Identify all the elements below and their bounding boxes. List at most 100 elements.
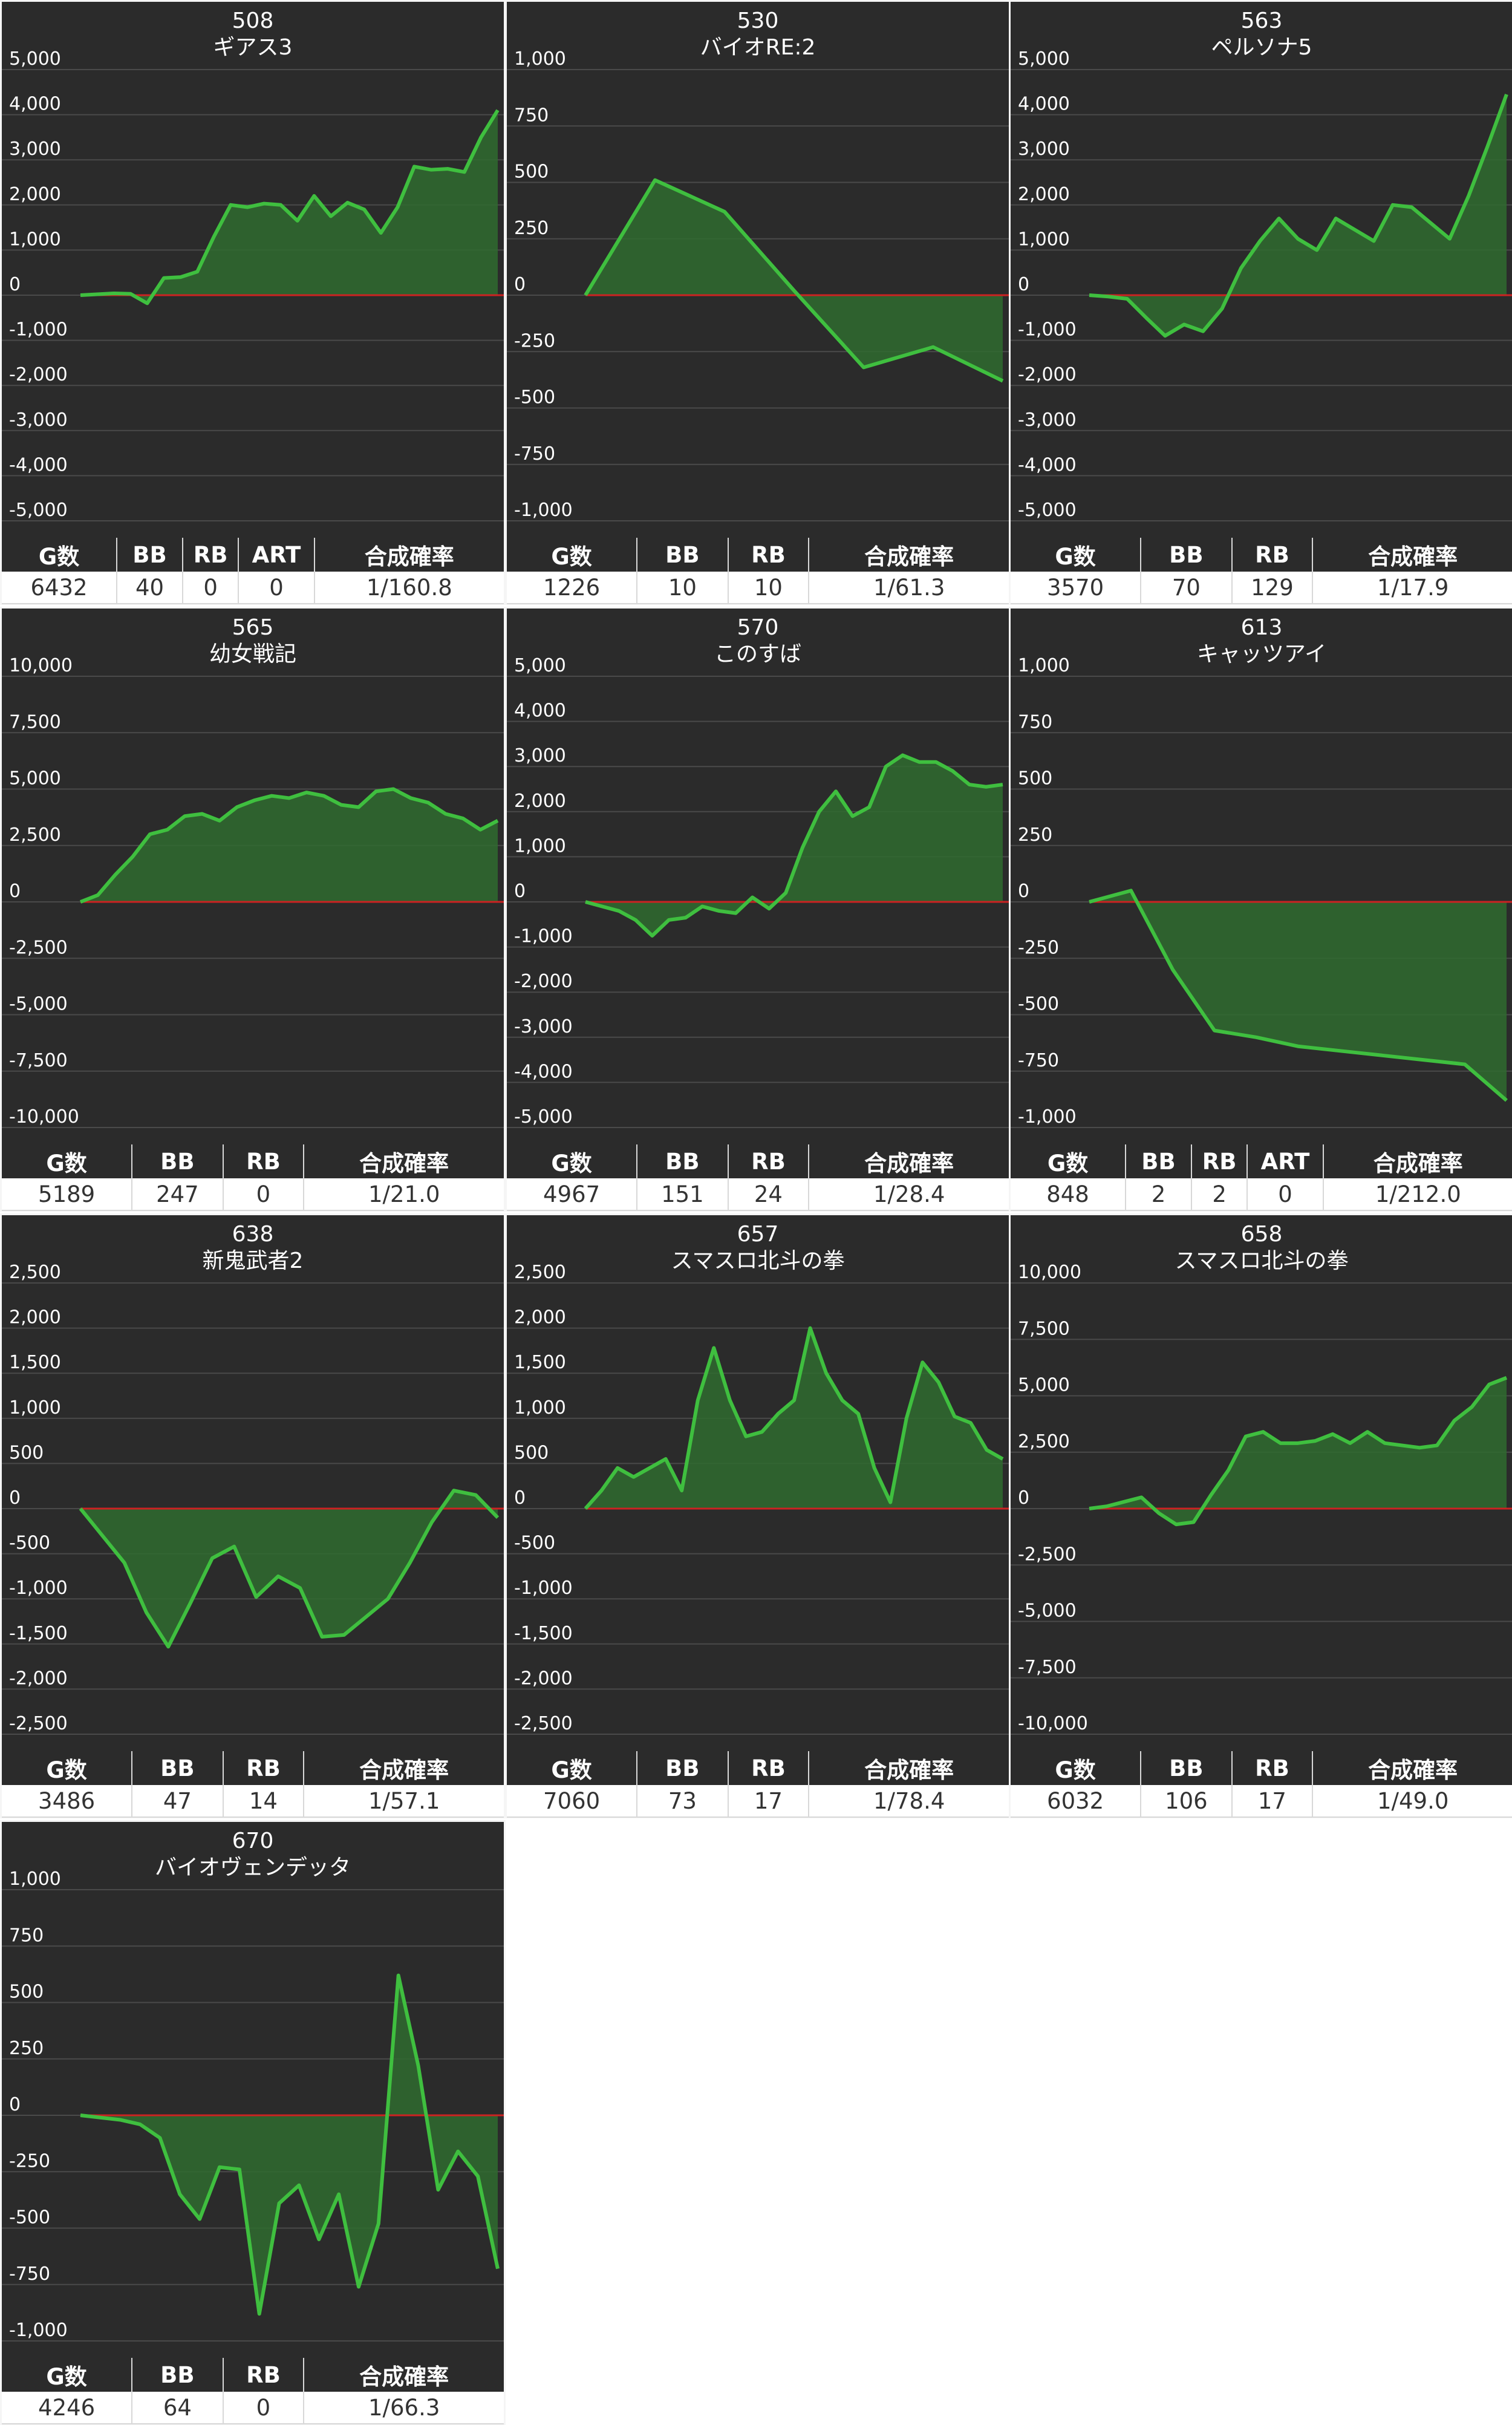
y-tick-label: 1,500 xyxy=(9,1352,61,1373)
machine-number: 658 xyxy=(1240,1222,1283,1247)
series-area xyxy=(585,180,1003,381)
machine-title: バイオRE:2 xyxy=(700,35,816,60)
stats-value: 1/160.8 xyxy=(314,572,504,604)
stats-header: G数 xyxy=(2,1751,133,1785)
stats-value: 64 xyxy=(132,2392,224,2424)
chart-header: 508 ギアス3 xyxy=(2,2,504,61)
y-tick-label: 5,000 xyxy=(9,768,61,789)
y-tick-label: -10,000 xyxy=(1018,1713,1088,1734)
stats-value: 1/78.4 xyxy=(809,1785,1009,1818)
machine-title: バイオヴェンデッタ xyxy=(154,1855,351,1880)
y-tick-label: -2,500 xyxy=(9,937,68,958)
stats-value: 3570 xyxy=(1011,572,1142,604)
y-tick-label: 1,000 xyxy=(9,1397,61,1418)
y-tick-label: -1,000 xyxy=(514,1578,573,1599)
stats-table: G数 BB RB ART 合成確率 6432 40 0 0 1/160.8 xyxy=(2,538,504,604)
stats-header: RB xyxy=(223,1144,305,1178)
y-tick-label: 1,000 xyxy=(1018,229,1070,250)
stats-header: BB xyxy=(117,538,183,572)
stats-table: G数 BB RB 合成確率 1226 10 10 1/61.3 xyxy=(507,538,1009,604)
y-tick-label: 500 xyxy=(514,162,549,183)
stats-header: RB xyxy=(1231,1751,1314,1785)
y-tick-label: 2,000 xyxy=(1018,184,1070,205)
y-tick-label: -5,000 xyxy=(1018,500,1077,521)
y-tick-label: -5,000 xyxy=(9,500,68,521)
y-tick-label: 1,000 xyxy=(9,1869,61,1890)
y-tick-label: 7,500 xyxy=(1018,1318,1070,1339)
y-tick-label: 1,500 xyxy=(514,1352,566,1373)
machine-number: 508 xyxy=(232,8,274,33)
stats-value: 10 xyxy=(728,572,810,604)
y-tick-label: -1,500 xyxy=(514,1623,573,1644)
machine-title: 幼女戦記 xyxy=(209,642,296,667)
machine-number: 638 xyxy=(232,1222,274,1247)
chart-plot: 10,000 7,500 5,000 2,500 0 -2,500 -5,000 -7,500… xyxy=(2,655,504,1128)
chart-panel: 565 幼女戦記 10,000 7,500 5,000 2,500 0 -2,500 -5,00… xyxy=(0,607,506,1212)
stats-header: G数 xyxy=(507,1144,638,1178)
y-tick-label: -3,000 xyxy=(9,410,68,431)
stats-value: 10 xyxy=(637,572,729,604)
stats-table: G数 BB RB 合成確率 4967 151 24 1/28.4 xyxy=(507,1144,1009,1211)
stats-value: 0 xyxy=(223,2392,305,2424)
y-tick-label: -7,500 xyxy=(9,1050,68,1071)
stats-header: RB xyxy=(182,538,240,572)
y-tick-label: -5,000 xyxy=(1018,1601,1077,1622)
stats-header: BB xyxy=(1126,1144,1192,1178)
stats-header: BB xyxy=(132,1144,224,1178)
y-tick-label: -3,000 xyxy=(514,1016,573,1037)
y-tick-label: 0 xyxy=(9,274,21,295)
stats-header: G数 xyxy=(2,2358,133,2392)
chart-plot: 1,000 750 500 250 0 -250 -500 -750 -1,000 xyxy=(1011,655,1512,1128)
machine-number: 670 xyxy=(232,1829,274,1853)
y-tick-label: -2,500 xyxy=(514,1713,573,1734)
chart-panel: 563 ペルソナ5 5,000 4,000 3,000 2,000 1,000 0 -1,000… xyxy=(1009,0,1512,605)
y-tick-label: 250 xyxy=(1018,824,1052,846)
y-tick-label: -5,000 xyxy=(514,1106,573,1128)
y-tick-label: 250 xyxy=(9,2038,44,2059)
stats-value: 70 xyxy=(1141,572,1233,604)
y-tick-label: 0 xyxy=(514,881,526,902)
y-tick-label: -1,000 xyxy=(9,1578,68,1599)
stats-header: G数 xyxy=(2,1144,133,1178)
y-tick-label: -750 xyxy=(9,2263,50,2285)
chart-panel: 570 このすば 5,000 4,000 3,000 2,000 1,000 0 -1,000-… xyxy=(505,607,1011,1212)
y-tick-label: 2,500 xyxy=(9,1262,61,1283)
chart-panel: 613 キャッツアイ 1,000 750 500 250 0 -250 -500 -750 -1,0… xyxy=(1009,607,1512,1212)
stats-value: 6432 xyxy=(2,572,118,604)
series-line xyxy=(80,109,500,305)
stats-header: RB xyxy=(728,1751,810,1785)
machine-title: スマスロ北斗の拳 xyxy=(1175,1248,1349,1273)
stats-value: 24 xyxy=(728,1178,810,1211)
stats-header: 合成確率 xyxy=(304,1751,504,1785)
stats-value: 1226 xyxy=(507,572,638,604)
stats-value: 17 xyxy=(1231,1785,1314,1818)
series-line xyxy=(584,178,1004,383)
y-tick-label: 0 xyxy=(1018,274,1029,295)
y-tick-label: 0 xyxy=(9,2094,21,2115)
y-tick-label: 5,000 xyxy=(514,655,566,676)
stats-header: ART xyxy=(1247,1144,1324,1178)
y-tick-label: 3,000 xyxy=(9,139,61,160)
machine-number: 565 xyxy=(232,615,274,640)
stats-table: G数 BB RB ART 合成確率 848 2 2 0 1/212.0 xyxy=(1011,1144,1512,1211)
y-tick-label: -1,000 xyxy=(9,2320,68,2341)
y-tick-label: 2,500 xyxy=(514,1262,566,1283)
stats-value: 5189 xyxy=(2,1178,133,1211)
series-area xyxy=(1089,1377,1507,1525)
y-tick-label: 250 xyxy=(514,218,549,239)
machine-number: 657 xyxy=(737,1222,779,1247)
chart-plot: 1,000 750 500 250 0 -250 -500 -750 -1,000 xyxy=(507,48,1009,521)
y-tick-label: 10,000 xyxy=(1018,1262,1081,1283)
chart-plot: 5,000 4,000 3,000 2,000 1,000 0 -1,000 -2,000 -3… xyxy=(2,48,504,521)
y-tick-label: 0 xyxy=(514,274,526,295)
chart-header: 638 新鬼武者2 xyxy=(2,1215,504,1275)
y-tick-label: 5,000 xyxy=(1018,1375,1070,1396)
series-area xyxy=(1089,94,1507,336)
machine-title: 新鬼武者2 xyxy=(202,1248,304,1273)
series-area xyxy=(585,755,1003,936)
stats-value: 40 xyxy=(117,572,183,604)
series-line xyxy=(1089,93,1508,338)
stats-value: 0 xyxy=(182,572,240,604)
stats-header: BB xyxy=(1141,538,1233,572)
stats-value: 1/57.1 xyxy=(304,1785,504,1818)
